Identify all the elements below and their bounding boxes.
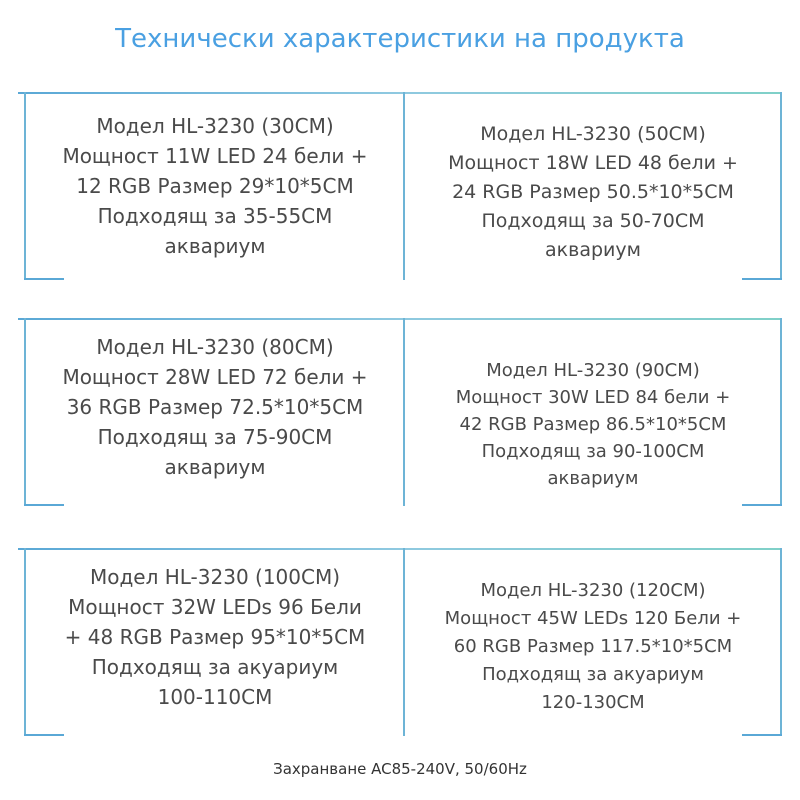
divider <box>403 318 405 506</box>
divider <box>24 278 64 280</box>
spec-cell: Модел HL-3230 (120CM) Мощност 45W LEDs 1… <box>406 548 780 736</box>
divider <box>403 92 405 280</box>
divider <box>780 92 782 280</box>
spec-text: Модел HL-3230 (120CM) Мощност 45W LEDs 1… <box>444 580 742 713</box>
spec-text: Модел HL-3230 (100CM) Мощност 32W LEDs 9… <box>64 565 366 709</box>
spec-cell: Модел HL-3230 (90CM) Мощност 30W LED 84 … <box>406 318 780 506</box>
divider <box>780 548 782 736</box>
divider <box>18 318 782 320</box>
spec-cell: Модел HL-3230 (50CM) Мощност 18W LED 48 … <box>406 92 780 280</box>
divider <box>24 318 26 506</box>
divider <box>742 734 782 736</box>
divider <box>18 548 782 550</box>
spec-text: Модел HL-3230 (30CM) Мощност 11W LED 24 … <box>62 114 368 258</box>
spec-row: Модел HL-3230 (100CM) Мощност 32W LEDs 9… <box>18 548 782 736</box>
divider <box>24 504 64 506</box>
spec-row: Модел HL-3230 (80CM) Мощност 28W LED 72 … <box>18 318 782 506</box>
page-title: Технически характеристики на продукта <box>115 24 685 54</box>
divider <box>24 734 64 736</box>
divider <box>24 92 26 280</box>
divider <box>742 504 782 506</box>
spec-text: Модел HL-3230 (80CM) Мощност 28W LED 72 … <box>62 335 368 479</box>
divider <box>742 278 782 280</box>
divider <box>18 92 782 94</box>
power-supply-note: Захранване AC85-240V, 50/60Hz <box>273 760 527 778</box>
divider <box>403 548 405 736</box>
spec-cell: Модел HL-3230 (30CM) Мощност 11W LED 24 … <box>26 92 404 280</box>
spec-row: Модел HL-3230 (30CM) Мощност 11W LED 24 … <box>18 92 782 280</box>
spec-text: Модел HL-3230 (50CM) Мощност 18W LED 48 … <box>448 122 738 261</box>
spec-cell: Модел HL-3230 (100CM) Мощност 32W LEDs 9… <box>26 548 404 736</box>
divider <box>780 318 782 506</box>
spec-text: Модел HL-3230 (90CM) Мощност 30W LED 84 … <box>455 359 731 489</box>
divider <box>24 548 26 736</box>
spec-cell: Модел HL-3230 (80CM) Мощност 28W LED 72 … <box>26 318 404 506</box>
